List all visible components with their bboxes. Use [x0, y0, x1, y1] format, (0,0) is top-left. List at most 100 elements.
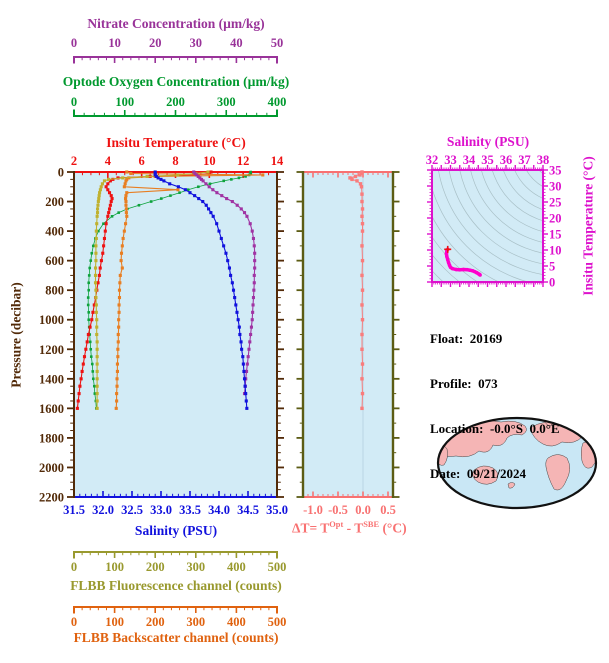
data-point: [353, 174, 358, 179]
data-point: [107, 211, 111, 215]
data-point: [109, 199, 113, 204]
data-point: [231, 288, 236, 292]
data-point: [215, 222, 219, 226]
data-point: [122, 185, 126, 189]
data-point: [116, 340, 120, 344]
data-point: [116, 332, 120, 337]
data-point: [86, 296, 90, 299]
data-point: [84, 347, 88, 351]
salinity-series: [153, 170, 249, 410]
ts-salinity-axis-title: Salinity (PSU): [446, 134, 530, 149]
data-point: [445, 257, 450, 262]
data-point: [94, 244, 98, 248]
delta-t-curve: [348, 170, 365, 411]
data-point: [115, 369, 119, 373]
data-point: [93, 392, 97, 395]
data-point: [106, 177, 111, 181]
svg-text:2: 2: [71, 154, 77, 168]
svg-text:0.5: 0.5: [380, 503, 396, 517]
data-point: [97, 229, 100, 233]
data-point: [124, 199, 128, 204]
data-point: [224, 251, 228, 255]
data-point: [124, 197, 128, 201]
data-point: [87, 281, 91, 285]
data-point: [360, 192, 364, 196]
data-point: [88, 266, 92, 270]
data-point: [149, 200, 153, 203]
delta-t-series: [348, 170, 365, 411]
nitrate-series: [192, 170, 257, 396]
data-point: [110, 197, 114, 201]
data-point: [75, 406, 79, 410]
data-point: [104, 222, 108, 226]
data-point: [93, 266, 98, 270]
data-point: [117, 318, 121, 322]
svg-text:8: 8: [172, 154, 178, 168]
data-point: [207, 207, 211, 211]
data-point: [124, 203, 128, 207]
data-point: [229, 273, 233, 277]
data-point: [230, 178, 233, 181]
data-point: [119, 251, 124, 255]
data-point: [251, 296, 256, 300]
data-point: [91, 377, 95, 381]
svg-text:14: 14: [271, 154, 284, 168]
svg-text:30: 30: [549, 180, 562, 194]
data-point: [93, 281, 98, 285]
data-point: [118, 273, 122, 277]
data-point: [251, 236, 256, 241]
data-point: [116, 355, 120, 359]
data-point: [237, 176, 241, 180]
svg-text:32.0: 32.0: [92, 503, 114, 517]
data-point: [125, 214, 129, 218]
delta-t-title-sup-sbe: SBE: [363, 520, 380, 529]
data-point: [209, 170, 213, 174]
svg-text:300: 300: [186, 615, 205, 629]
data-point: [249, 325, 253, 329]
data-point: [249, 170, 252, 174]
data-point: [183, 188, 187, 192]
data-point: [237, 325, 241, 329]
data-point: [97, 194, 101, 198]
ts-profile-curve: [444, 245, 482, 277]
data-point: [91, 370, 95, 373]
svg-text:35: 35: [481, 153, 494, 167]
data-point: [90, 251, 94, 255]
data-point: [360, 318, 365, 322]
data-point: [102, 244, 106, 248]
data-point: [252, 244, 256, 248]
data-point: [102, 222, 105, 226]
data-point: [124, 222, 128, 226]
svg-text:300: 300: [186, 560, 205, 574]
data-point: [76, 399, 80, 403]
nitrate-axis-title: Nitrate Concentration (µm/kg): [87, 16, 265, 31]
data-point: [251, 310, 255, 314]
svg-text:200: 200: [146, 615, 165, 629]
data-point: [207, 185, 211, 189]
svg-text:0: 0: [71, 560, 77, 574]
svg-text:40: 40: [230, 36, 243, 50]
data-point: [124, 194, 128, 198]
data-point: [94, 229, 98, 233]
data-point: [87, 288, 91, 292]
main-plot-series: [75, 170, 265, 410]
data-point: [233, 296, 237, 300]
profile-number-line: Profile: 073: [430, 376, 560, 391]
data-point: [235, 310, 239, 314]
data-point: [251, 303, 255, 307]
data-point: [108, 203, 112, 207]
delta-t-title-part: ΔT= T: [292, 520, 330, 536]
svg-text:1200: 1200: [39, 343, 64, 357]
svg-text:6: 6: [139, 154, 145, 168]
data-point: [359, 185, 364, 189]
svg-text:4: 4: [105, 154, 112, 168]
fluorescence-axis-title: FLBB Fluorescence channel (counts): [70, 578, 282, 593]
data-point: [117, 296, 122, 300]
data-point: [89, 259, 93, 262]
data-point: [94, 296, 98, 300]
svg-text:31.5: 31.5: [63, 503, 85, 517]
data-point: [118, 281, 122, 285]
